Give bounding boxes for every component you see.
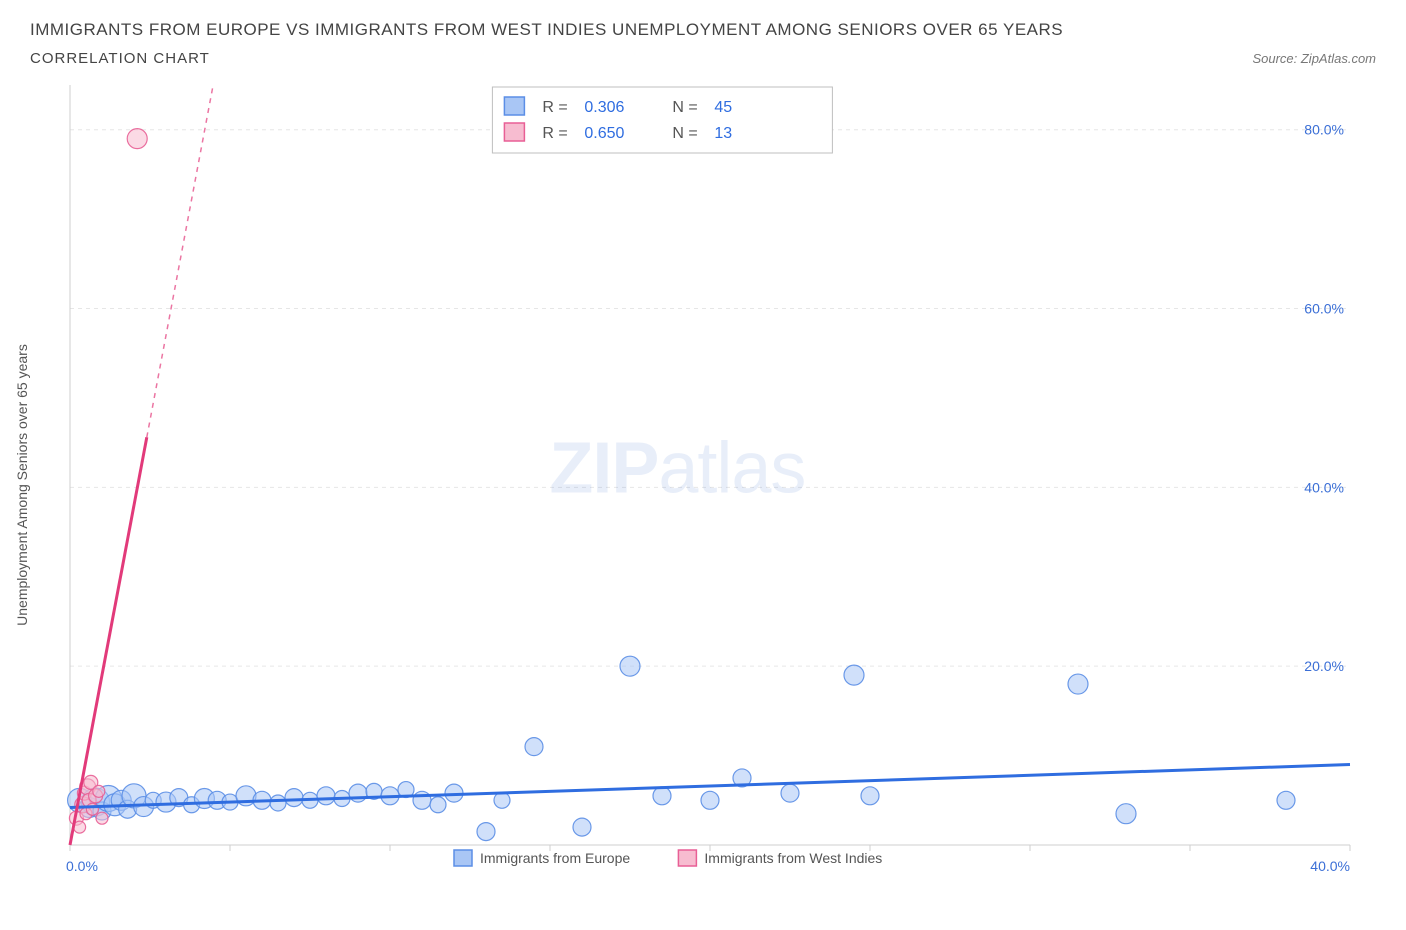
svg-text:0.306: 0.306	[584, 99, 624, 116]
svg-text:80.0%: 80.0%	[1304, 122, 1344, 138]
svg-text:Immigrants from West Indies: Immigrants from West Indies	[704, 850, 882, 866]
svg-text:N =: N =	[672, 125, 697, 142]
scatter-chart: 20.0% 40.0% 60.0% 80.0% 0.0% 40.0% R = 0.306 N …	[30, 75, 1376, 895]
svg-text:Immigrants from Europe: Immigrants from Europe	[480, 850, 630, 866]
svg-text:13: 13	[714, 125, 732, 142]
svg-text:40.0%: 40.0%	[1304, 479, 1344, 495]
svg-text:R =: R =	[542, 125, 567, 142]
svg-text:20.0%: 20.0%	[1304, 658, 1344, 674]
page-title: IMMIGRANTS FROM EUROPE VS IMMIGRANTS FRO…	[30, 20, 1376, 40]
chart-subtitle: CORRELATION CHART	[30, 50, 210, 67]
svg-text:R =: R =	[542, 99, 567, 116]
svg-text:0.650: 0.650	[584, 125, 624, 142]
svg-text:N =: N =	[672, 99, 697, 116]
y-axis-label: Unemployment Among Seniors over 65 years	[14, 344, 30, 626]
svg-text:40.0%: 40.0%	[1310, 858, 1350, 874]
svg-text:45: 45	[714, 99, 732, 116]
source-attribution: Source: ZipAtlas.com	[1252, 51, 1376, 66]
svg-text:0.0%: 0.0%	[66, 858, 98, 874]
chart-container: Unemployment Among Seniors over 65 years…	[30, 75, 1376, 895]
svg-text:60.0%: 60.0%	[1304, 301, 1344, 317]
